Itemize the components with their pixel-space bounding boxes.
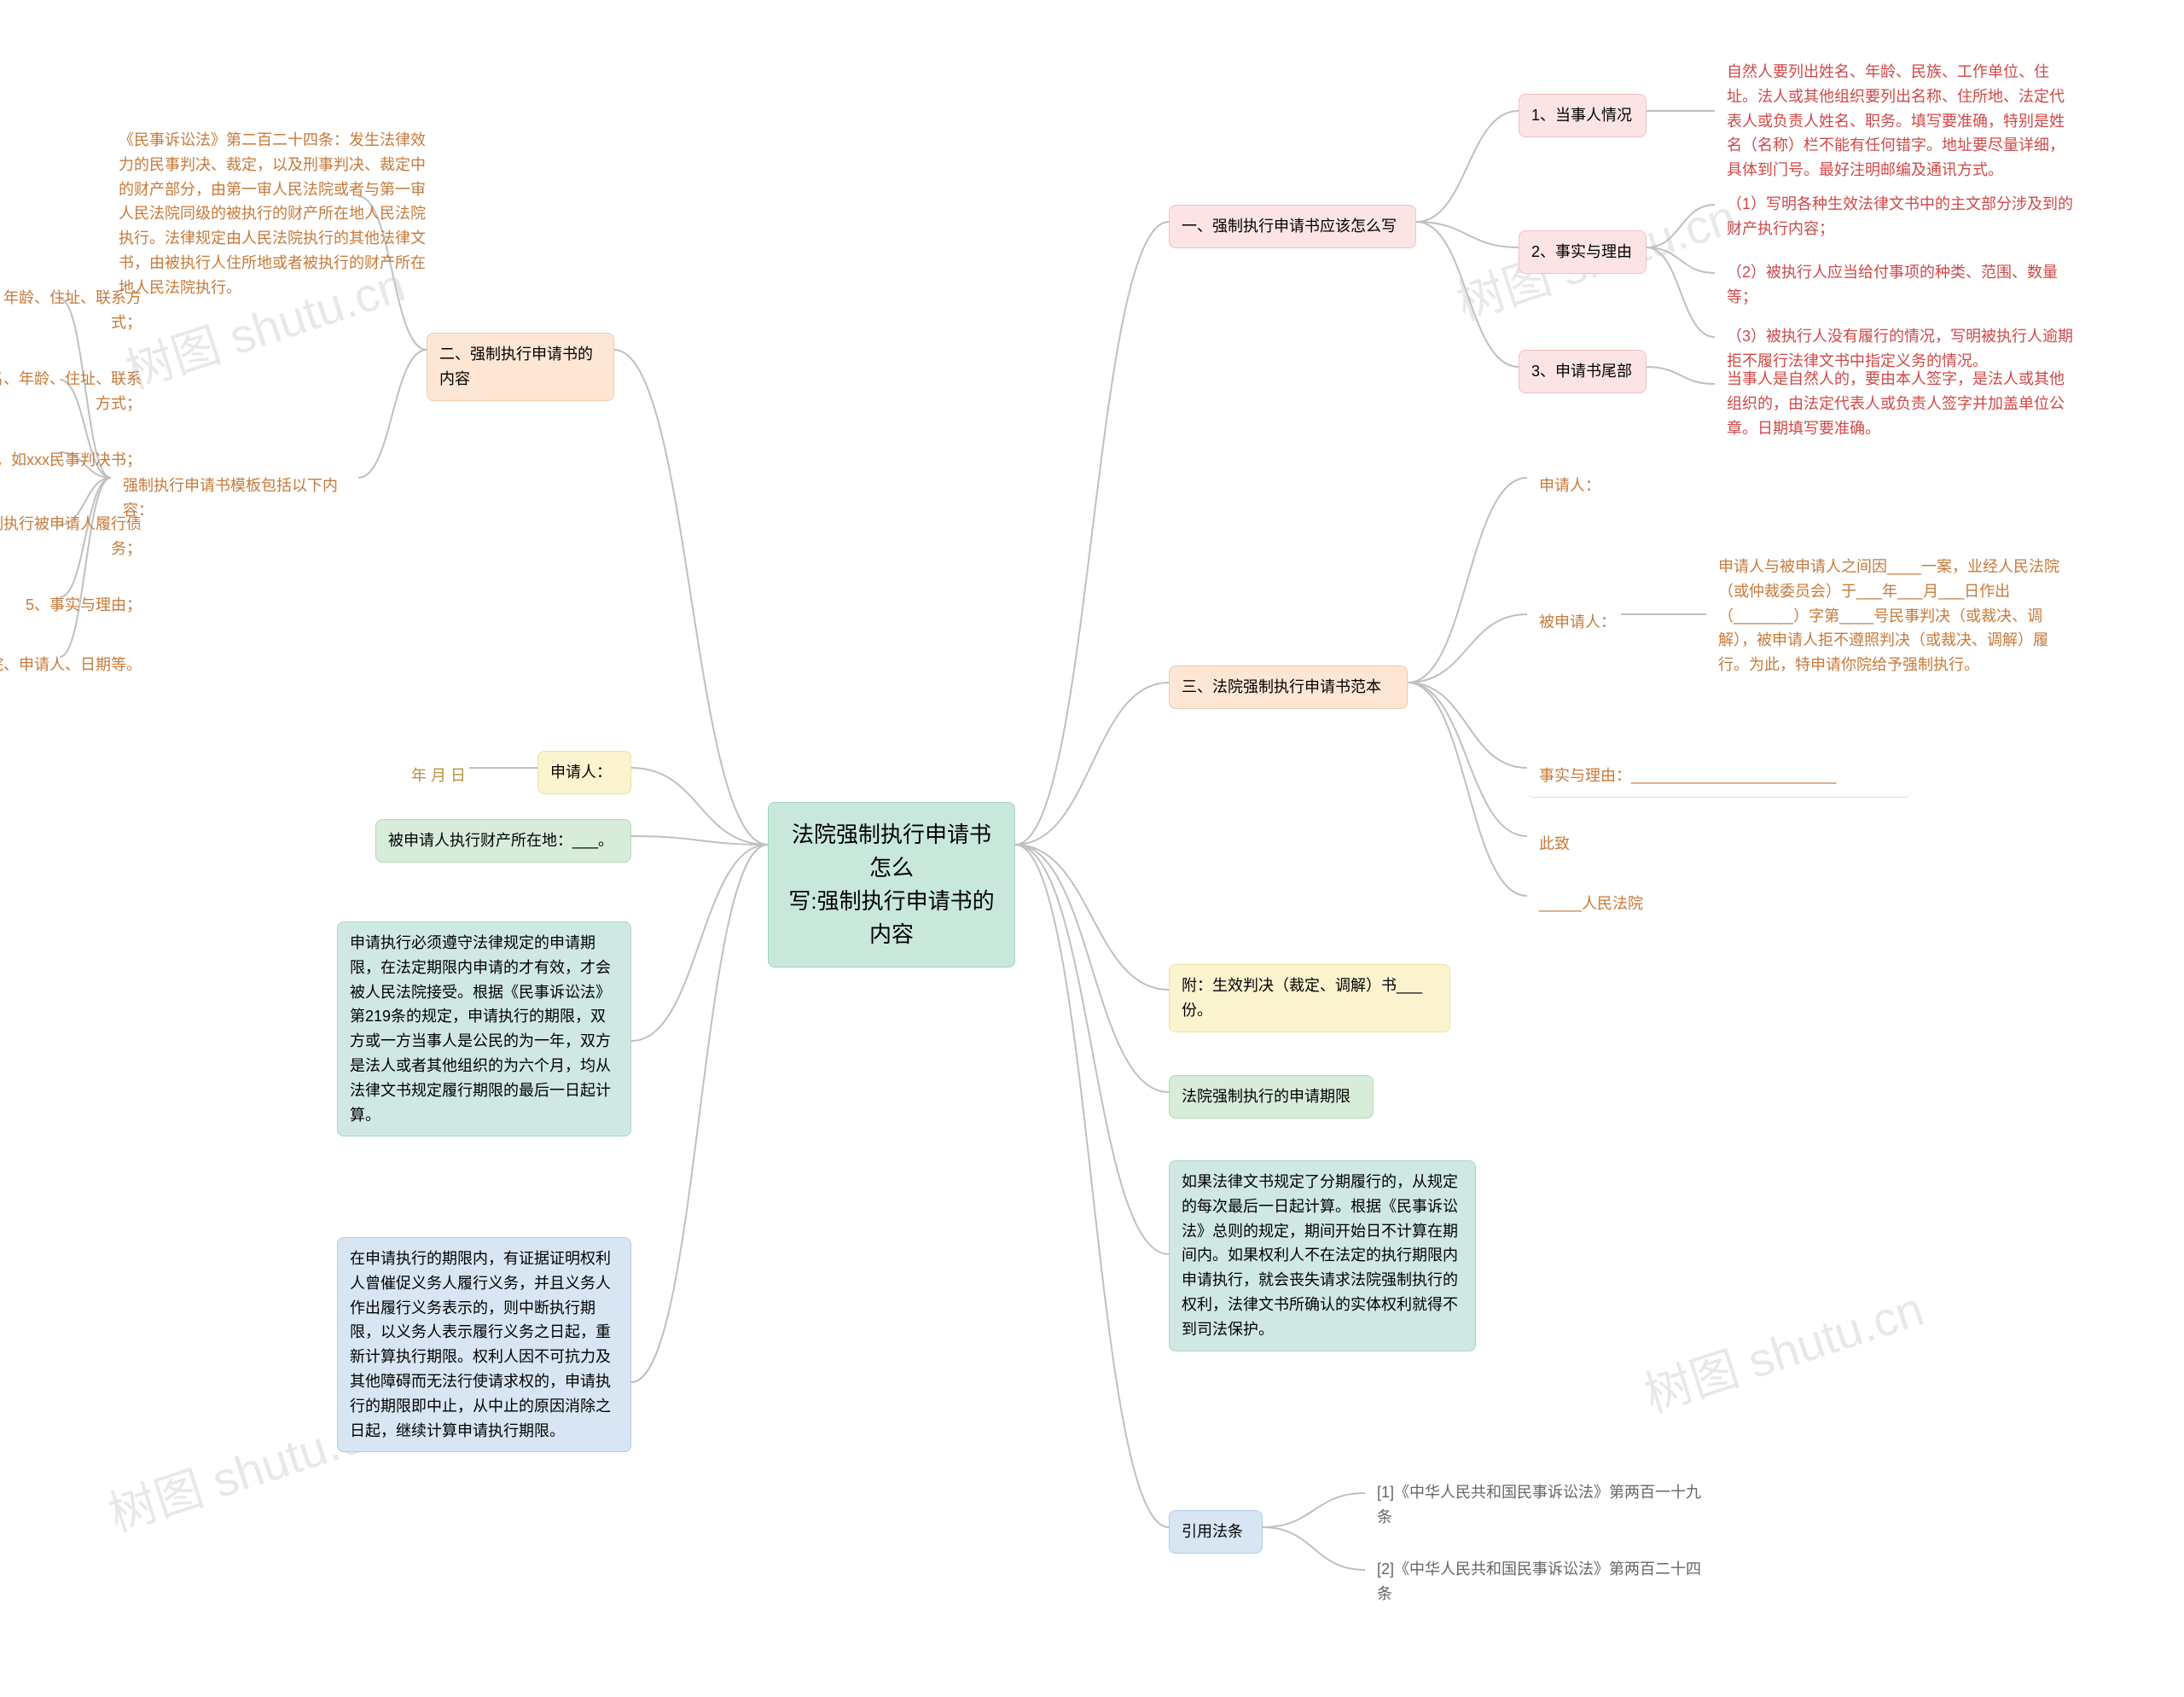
sec3-cz: 此致 [1527, 823, 1629, 865]
sec2-t2: 2、被申请人信息，包括姓名、年龄、住址、联系方式； [0, 358, 154, 425]
sec1-facts-d2: （2）被执行人应当给付事项的种类、范围、数量等； [1715, 252, 2090, 318]
sec2-law: 《民事诉讼法》第二百二十四条：发生法律效力的民事判决、裁定，以及刑事判决、裁定中… [107, 119, 448, 309]
sec2-t3: 3、申请执行依据，如xxx民事判决书； [0, 439, 154, 481]
references-title: 引用法条 [1169, 1510, 1263, 1554]
ref-2: [2]《中华人民共和国民事诉讼法》第两百二十四条 [1365, 1549, 1723, 1615]
sec1-facts: 2、事实与理由 [1519, 230, 1647, 274]
sec2-t1: 1、申请人信息，包括姓名、年龄、住址、联系方式； [0, 277, 154, 344]
center-topic: 法院强制执行申请书怎么 写:强制执行申请书的内容 [768, 802, 1015, 968]
sec1-party-info: 1、当事人情况 [1519, 94, 1647, 137]
sec1-tail: 3、申请书尾部 [1519, 350, 1647, 393]
sec3-court: _____人民法院 [1527, 883, 1681, 925]
sec2-t6: 6、落款，申请法院、申请人、日期等。 [0, 644, 154, 686]
sec3-respondent-detail: 申请人与被申请人之间因____一案，业经人民法院（或仲裁委员会）于___年___… [1706, 546, 2082, 686]
section-1-title: 一、强制执行申请书应该怎么写 [1169, 205, 1416, 248]
left-location: 被申请人执行财产所在地：___。 [375, 819, 631, 863]
ref-1: [1]《中华人民共和国民事诉讼法》第两百一十九条 [1365, 1472, 1723, 1538]
sec3-applicant: 申请人： [1527, 465, 1629, 507]
left-para1: 申请执行必须遵守法律规定的申请期限，在法定期限内申请的才有效，才会被人民法院接受… [337, 921, 631, 1136]
period-detail: 如果法律文书规定了分期履行的，从规定的每次最后一日起计算。根据《民事诉讼法》总则… [1169, 1160, 1476, 1351]
section-2-title: 二、强制执行申请书的内容 [427, 333, 614, 401]
left-applicant-date: 年 月 日 [392, 755, 478, 797]
period-title: 法院强制执行的申请期限 [1169, 1075, 1374, 1119]
sec2-t4: 4、申请请求，如申请强制执行被申请人履行债务； [0, 503, 154, 570]
sec1-party-detail: 自然人要列出姓名、年龄、民族、工作单位、住址。法人或其他组织要列出名称、住所地、… [1715, 51, 2090, 191]
left-applicant-label: 申请人： [537, 751, 631, 794]
sec3-facts: 事实与理由：________________________ [1527, 755, 1911, 798]
watermark: 树图 shutu.cn [1635, 1271, 1931, 1427]
sec1-facts-d1: （1）写明各种生效法律文书中的主文部分涉及到的财产执行内容； [1715, 183, 2090, 250]
sec2-t5: 5、事实与理由； [0, 584, 154, 626]
sec3-respondent: 被申请人： [1527, 602, 1629, 643]
section-3-title: 三、法院强制执行申请书范本 [1169, 665, 1408, 709]
sec1-tail-detail: 当事人是自然人的，要由本人签字，是法人或其他组织的，由法定代表人或负责人签字并加… [1715, 358, 2090, 449]
attachment-note: 附：生效判决（裁定、调解）书___份。 [1169, 964, 1450, 1032]
left-para2: 在申请执行的期限内，有证据证明权利人曾催促义务人履行义务，并且义务人作出履行义务… [337, 1237, 631, 1452]
